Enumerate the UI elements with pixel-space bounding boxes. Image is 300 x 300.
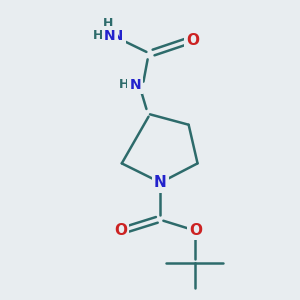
Text: N: N — [154, 175, 167, 190]
Text: O: O — [190, 223, 202, 238]
Text: H: H — [103, 16, 113, 30]
Text: N: N — [104, 28, 116, 43]
Text: H: H — [93, 29, 103, 42]
Text: H: H — [119, 78, 129, 91]
Text: N: N — [129, 78, 141, 92]
Text: H–N: H–N — [93, 28, 124, 43]
Text: O: O — [114, 223, 127, 238]
Text: O: O — [187, 32, 200, 47]
